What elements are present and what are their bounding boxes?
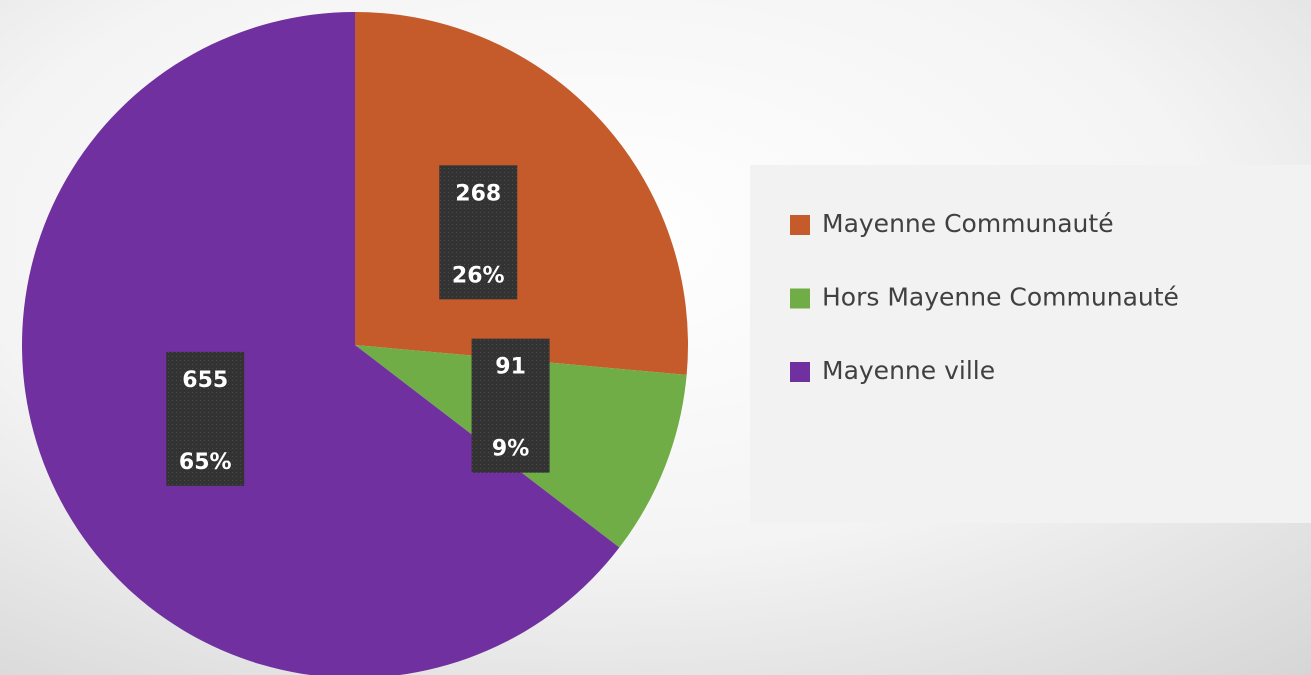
pie <box>22 12 689 675</box>
pie-slice <box>355 12 689 375</box>
data-label-value: 655 <box>182 368 228 393</box>
legend-box <box>750 165 1311 523</box>
legend: Mayenne Communauté Hors Mayenne Communaut… <box>790 209 1179 385</box>
data-label-percent: 65% <box>179 450 232 475</box>
legend-label: Mayenne Communauté <box>822 209 1114 238</box>
data-label-percent: 26% <box>452 263 505 288</box>
data-label-box <box>471 338 550 473</box>
legend-swatch <box>790 288 810 309</box>
legend-label: Mayenne ville <box>822 356 995 385</box>
legend-label: Hors Mayenne Communauté <box>822 283 1179 312</box>
data-label-percent: 9% <box>492 437 529 462</box>
data-label-box <box>166 351 245 486</box>
legend-swatch <box>790 362 810 382</box>
data-label-box <box>439 165 518 300</box>
data-labels: 268 26% 91 9% 655 65% <box>166 165 550 486</box>
data-label-value: 268 <box>455 181 501 206</box>
legend-swatch <box>790 215 810 235</box>
pie-slice <box>22 12 620 675</box>
data-label-value: 91 <box>495 355 526 380</box>
